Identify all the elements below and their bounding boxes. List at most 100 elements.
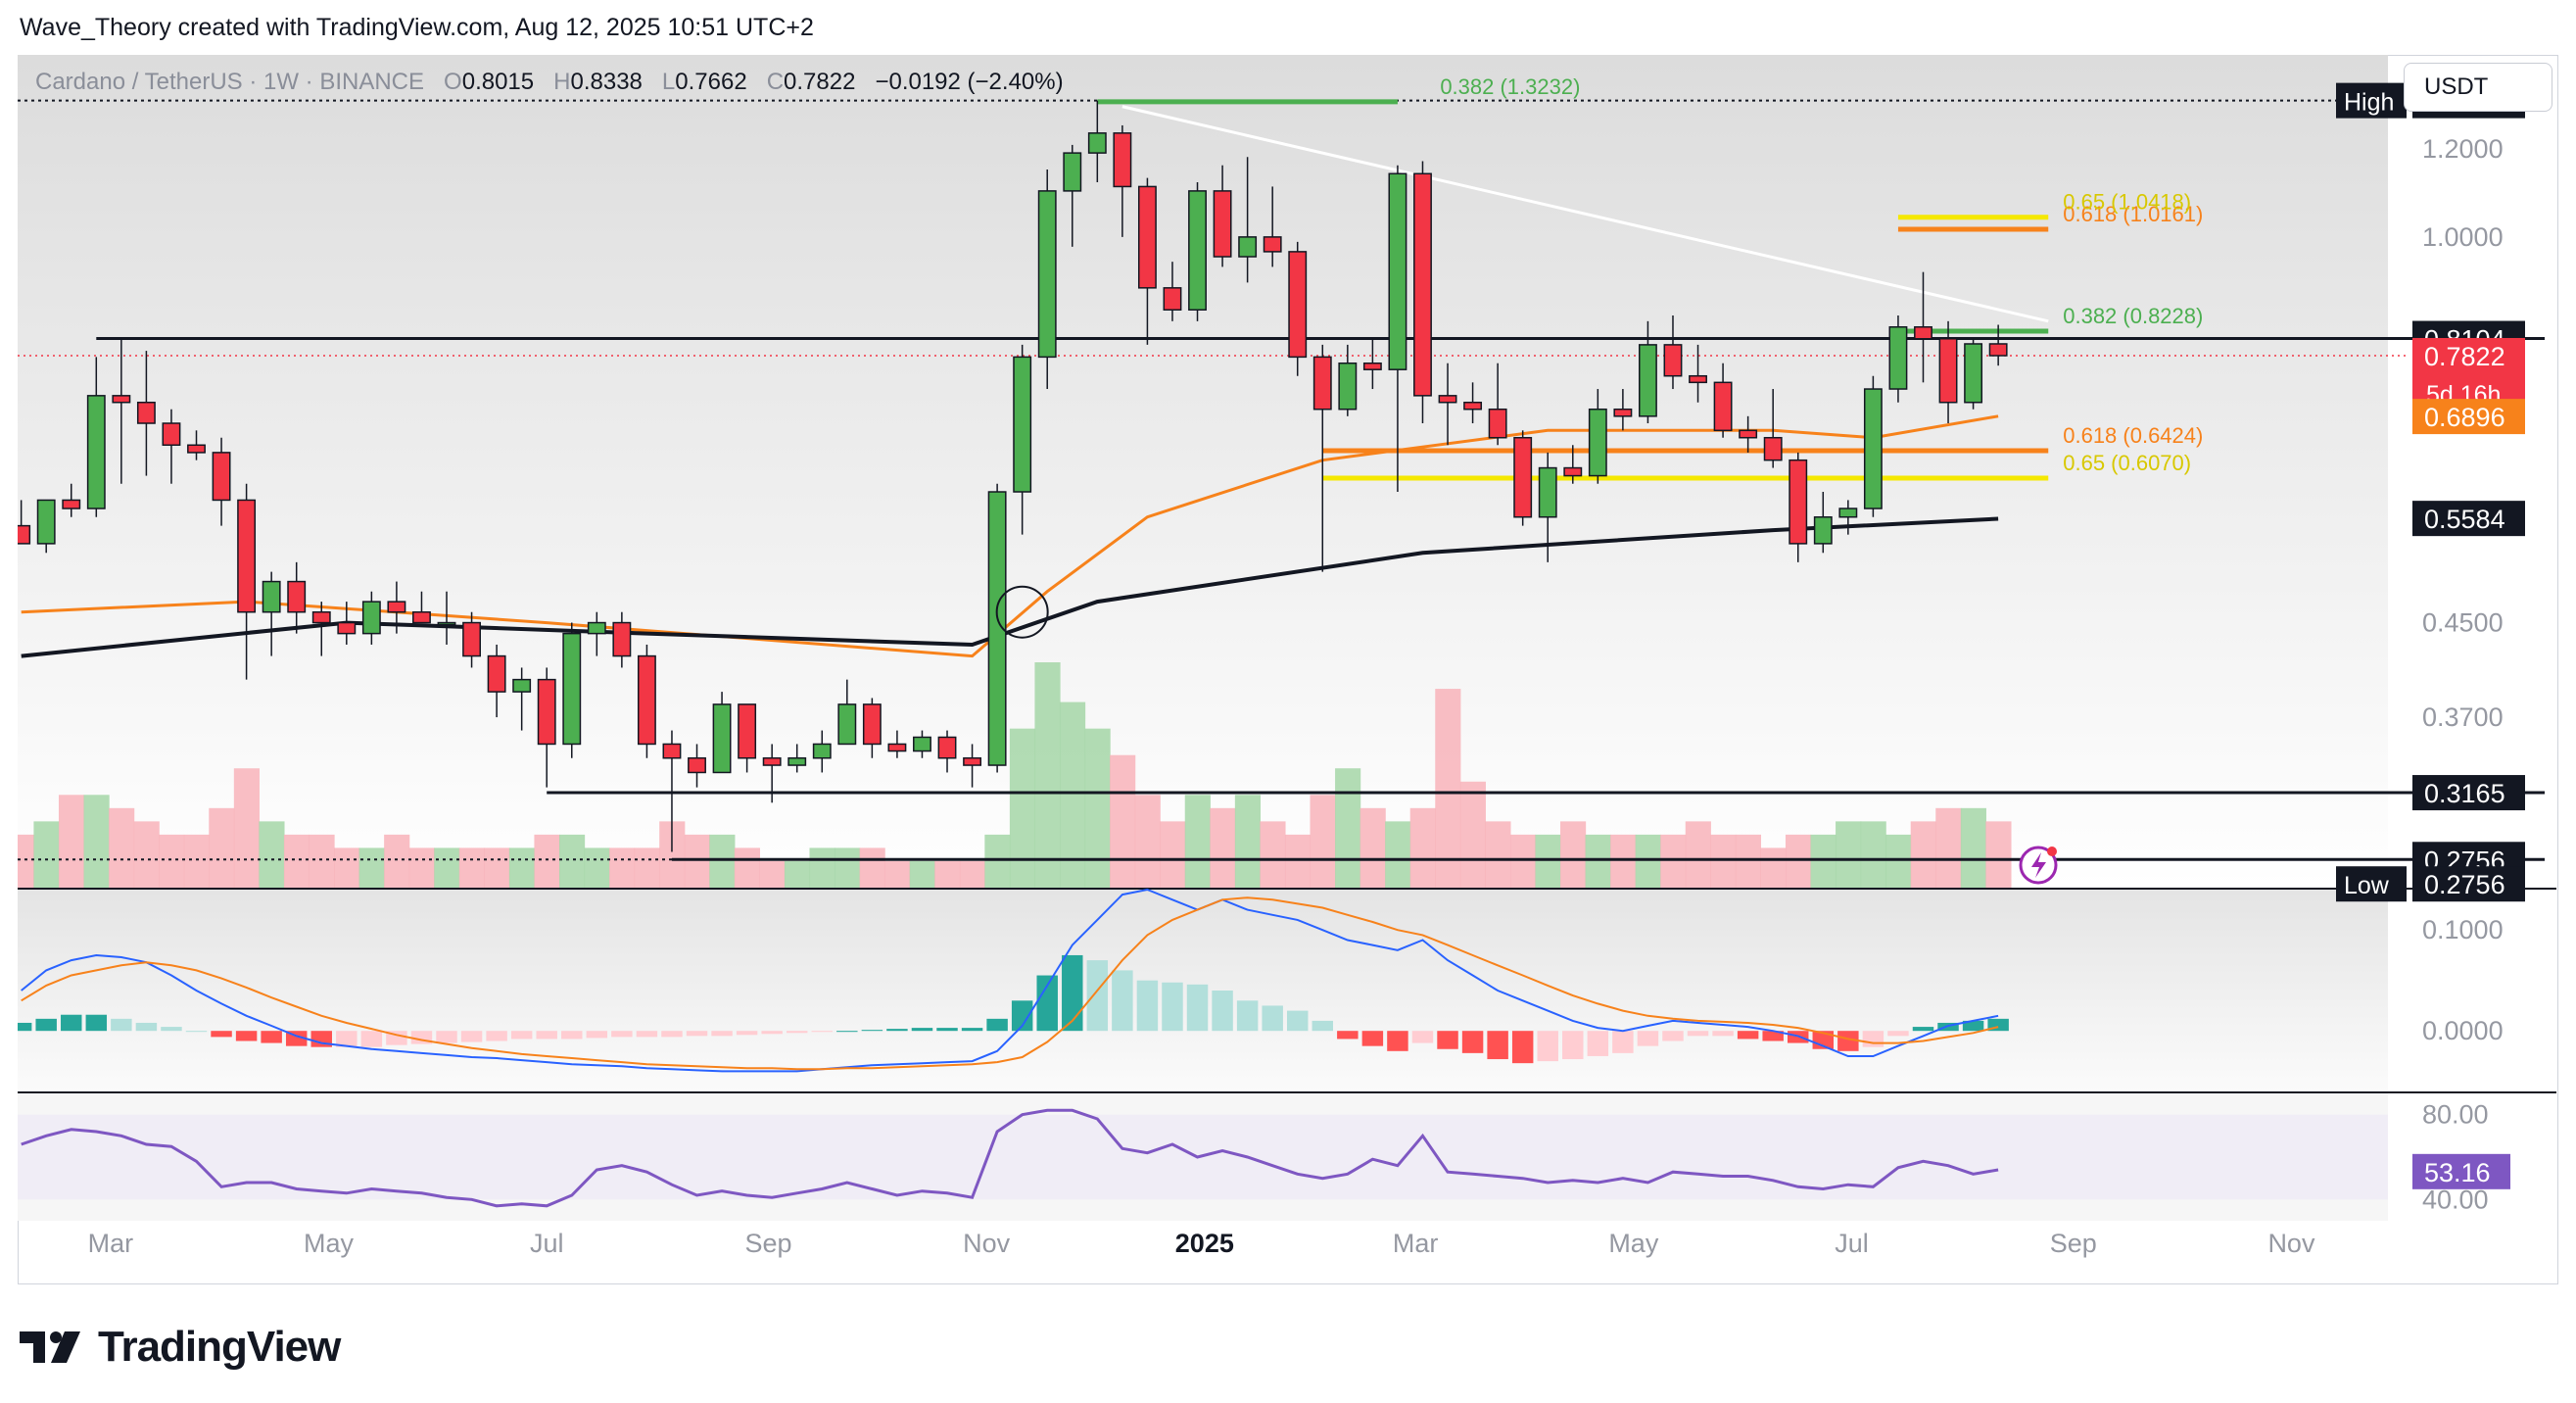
candle-body (1312, 356, 1332, 411)
macd-histogram-bar (1737, 1031, 1759, 1040)
candle-body (86, 395, 106, 509)
candle-bear (1563, 445, 1583, 484)
volume-bar (33, 821, 60, 888)
fib-level-label: 0.618 (0.6424) (2063, 423, 2203, 448)
volume-bar (1760, 847, 1787, 888)
price-tag (2412, 501, 2525, 537)
low-value: 0.7662 (675, 69, 747, 95)
rsi-axis-tick: 80.00 (2422, 1100, 2489, 1130)
volume-bar (159, 834, 185, 888)
time-axis-tick: Jul (530, 1229, 564, 1258)
volume-bar (1284, 834, 1312, 888)
volume-bar (1960, 807, 1986, 888)
macd-histogram-bar (1236, 1000, 1259, 1032)
chart-attribution: Wave_Theory created with TradingView.com… (20, 14, 814, 41)
currency-button[interactable]: USDT (2404, 63, 2552, 112)
fib-level-label: 0.65 (0.6070) (2063, 451, 2191, 475)
candle-bear (862, 698, 882, 758)
macd-histogram-bar (711, 1031, 733, 1037)
candle-bear (412, 591, 431, 624)
candle-body (1037, 190, 1057, 359)
macd-histogram-bar (1312, 1020, 1334, 1032)
candle-bull (86, 357, 106, 517)
macd-histogram-bar (1637, 1031, 1659, 1046)
candle-bull (262, 571, 281, 656)
time-axis-tick: Nov (963, 1229, 1011, 1258)
macd-histogram-bar (761, 1031, 783, 1035)
candle-body (1163, 287, 1182, 311)
candle-bear (387, 581, 406, 634)
annotation-circle (995, 585, 1049, 639)
macd-histogram-bar (561, 1031, 583, 1040)
volume-bar (1935, 807, 1962, 888)
volume-bar (809, 847, 835, 888)
candle-bear (462, 611, 481, 668)
macd-histogram-bar (1837, 1031, 1859, 1051)
macd-histogram-bar (1612, 1031, 1634, 1053)
volume-bar (609, 847, 636, 888)
tradingview-logo[interactable]: TradingView (20, 1318, 341, 1377)
rsi-line (21, 1108, 1999, 1208)
candle-body (887, 743, 907, 752)
rsi-value-tag (2412, 1153, 2510, 1189)
volume-bar (1509, 834, 1537, 888)
candle-body (1113, 132, 1132, 188)
volume-bar (109, 807, 135, 888)
candle-bull (36, 499, 56, 554)
macd-histogram-bar (18, 1022, 32, 1032)
volume-bar (634, 847, 660, 888)
candle-bull (1013, 344, 1032, 535)
macd-histogram-bar (611, 1031, 633, 1038)
candle-bear (887, 730, 907, 758)
time-axis-tick: Sep (744, 1229, 791, 1258)
candle-body (287, 580, 307, 613)
candle-bear (1914, 271, 1932, 383)
candle-body (212, 452, 231, 502)
macd-histogram-bar (510, 1031, 533, 1040)
candle-bull (1588, 389, 1607, 484)
candle-bear (688, 744, 706, 788)
candle-bear (1213, 165, 1232, 267)
candle-bear (287, 561, 307, 634)
time-axis-tick: 2025 (1175, 1229, 1234, 1258)
price-tag-label: 0.5584 (2424, 505, 2505, 534)
candle-body (963, 756, 982, 766)
candle-bull (1388, 165, 1407, 493)
candle-body (1938, 338, 1958, 404)
candle-bear (1163, 262, 1182, 321)
candle-bull (837, 679, 857, 746)
volume-bar (1836, 821, 1862, 888)
price-chart[interactable]: 0.382 (1.3232) 0.618 (1.0161)0.65 (1.0418… (18, 55, 2556, 1282)
candle-bear (1137, 177, 1157, 345)
symbol-name: Cardano / TetherUS · 1W · BINANCE (35, 69, 425, 95)
macd-line (21, 888, 1999, 1073)
volume-bar (1860, 821, 1886, 888)
volume-bar (1084, 728, 1111, 888)
candle-body (311, 610, 331, 624)
candle-body (812, 743, 832, 759)
volume-bar (1635, 834, 1661, 888)
candle-body (62, 499, 81, 509)
candle-bear (612, 611, 632, 668)
volume-bar (558, 834, 586, 888)
macd-histogram-bar (360, 1031, 383, 1047)
candle-bull (437, 591, 456, 645)
candle-body (1638, 344, 1657, 417)
candle-bull (1863, 375, 1883, 517)
candle-body (987, 491, 1007, 766)
price-tag-label: 0.7822 (2424, 342, 2505, 371)
time-axis-tick: Mar (88, 1229, 134, 1258)
candle-body (787, 756, 807, 766)
candle-bear (112, 338, 131, 484)
candle-body (562, 632, 582, 746)
candle-bear (1113, 124, 1132, 237)
candle-bull (913, 730, 931, 758)
candle-body (1413, 172, 1432, 397)
candle-body (1863, 388, 1883, 509)
candle-body (1213, 190, 1232, 258)
candle-body (512, 678, 532, 693)
macd-histogram-bar (1162, 982, 1183, 1032)
volume-bar (83, 795, 110, 888)
price-tag (2412, 866, 2525, 902)
volume-bar (1059, 702, 1086, 888)
